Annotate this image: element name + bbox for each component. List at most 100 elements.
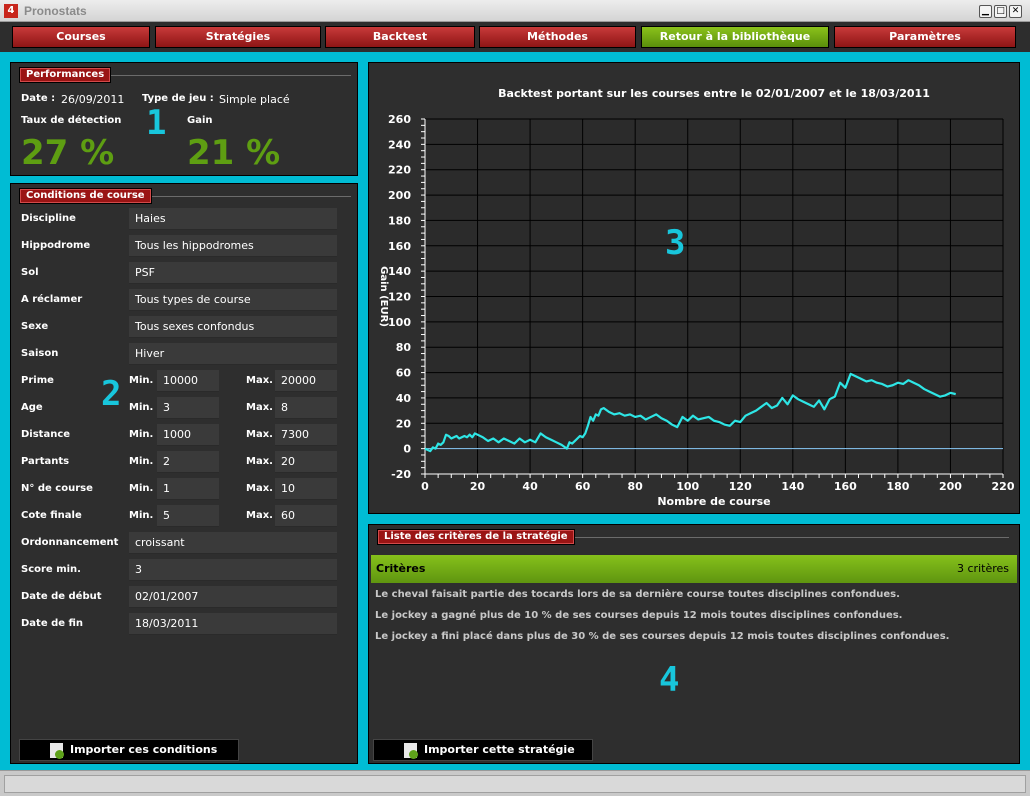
menu-retour-bibliotheque-button[interactable]: Retour à la bibliothèque <box>641 26 829 48</box>
y-axis-label: Gain (EUR) <box>378 266 389 327</box>
condition-field[interactable]: Tous les hippodromes <box>129 235 337 257</box>
performances-panel: Performances Date : 26/09/2011 Type de j… <box>10 62 358 176</box>
y-tick-label: 260 <box>388 113 411 126</box>
x-tick-label: 120 <box>729 480 752 493</box>
taux-detection-value: 27 % <box>21 133 115 173</box>
y-tick-label: 80 <box>396 341 412 354</box>
minimize-icon[interactable]: ▁ <box>979 5 992 18</box>
y-tick-label: -20 <box>391 468 411 481</box>
menu-strategies-button[interactable]: Stratégies <box>155 26 321 48</box>
import-icon <box>404 743 418 759</box>
x-tick-label: 200 <box>939 480 962 493</box>
critere-item: Le jockey a fini placé dans plus de 30 %… <box>375 631 950 642</box>
range-min-field[interactable]: 3 <box>157 397 219 419</box>
type-jeu-label: Type de jeu : <box>142 93 214 104</box>
condition-label: Hippodrome <box>21 240 91 251</box>
y-tick-label: 0 <box>403 443 411 456</box>
y-tick-label: 240 <box>388 138 411 151</box>
range-min-field[interactable]: 2 <box>157 451 219 473</box>
range-max-field[interactable]: 8 <box>275 397 337 419</box>
condition-label: Date de début <box>21 591 102 602</box>
range-label: Cote finale <box>21 510 82 521</box>
import-strategie-button[interactable]: Importer cette stratégie <box>373 739 593 761</box>
range-max-field[interactable]: 20 <box>275 451 337 473</box>
range-label: Age <box>21 402 43 413</box>
condition-label: Discipline <box>21 213 76 224</box>
criteres-count: 3 critères <box>957 562 1009 575</box>
critere-item: Le jockey a gagné plus de 10 % de ses co… <box>375 610 903 621</box>
range-label: Distance <box>21 429 71 440</box>
condition-field[interactable]: Haies <box>129 208 337 230</box>
import-strategie-label: Importer cette stratégie <box>424 743 575 756</box>
condition-field[interactable]: croissant <box>129 532 337 554</box>
annotation-marker-4: 4 <box>659 660 680 700</box>
taux-detection-label: Taux de détection <box>21 115 122 126</box>
condition-label: Sol <box>21 267 39 278</box>
max-label: Max. <box>246 456 273 467</box>
import-conditions-label: Importer ces conditions <box>70 743 218 756</box>
condition-label: Ordonnancement <box>21 537 119 548</box>
condition-field[interactable]: PSF <box>129 262 337 284</box>
condition-field[interactable]: 02/01/2007 <box>129 586 337 608</box>
type-jeu-value: Simple placé <box>219 93 290 106</box>
condition-field[interactable]: 3 <box>129 559 337 581</box>
min-label: Min. <box>129 456 154 467</box>
range-min-field[interactable]: 1000 <box>157 424 219 446</box>
menu-bar: Courses Stratégies Backtest Méthodes Ret… <box>0 22 1030 52</box>
chart-panel: -20 0 20 40 60 80 100 120 140 160 180 200 220 240 260 0… <box>368 62 1020 514</box>
conditions-panel: Conditions de course Discipline Haies Hipp… <box>10 183 358 764</box>
range-label: Partants <box>21 456 70 467</box>
y-tick-label: 40 <box>396 392 412 405</box>
critere-item: Le cheval faisait partie des tocards lor… <box>375 589 900 600</box>
range-min-field[interactable]: 5 <box>157 505 219 527</box>
menu-backtest-button[interactable]: Backtest <box>325 26 475 48</box>
x-tick-label: 20 <box>470 480 486 493</box>
range-max-field[interactable]: 7300 <box>275 424 337 446</box>
condition-field[interactable]: Tous sexes confondus <box>129 316 337 338</box>
menu-methodes-button[interactable]: Méthodes <box>479 26 636 48</box>
range-min-field[interactable]: 1 <box>157 478 219 500</box>
window-title: Pronostats <box>24 4 87 18</box>
condition-field[interactable]: Tous types de course <box>129 289 337 311</box>
conditions-legend: Conditions de course <box>19 188 152 204</box>
date-label: Date : <box>21 93 56 104</box>
max-label: Max. <box>246 402 273 413</box>
y-tick-label: 60 <box>396 367 412 380</box>
menu-courses-button[interactable]: Courses <box>12 26 150 48</box>
annotation-marker-1: 1 <box>146 103 167 143</box>
max-label: Max. <box>246 510 273 521</box>
x-tick-label: 80 <box>628 480 644 493</box>
y-tick-label: 180 <box>388 214 411 227</box>
import-conditions-button[interactable]: Importer ces conditions <box>19 739 239 761</box>
range-min-field[interactable]: 10000 <box>157 370 219 392</box>
y-tick-label: 100 <box>388 316 411 329</box>
import-icon <box>50 743 64 759</box>
app-logo-icon: 4 <box>4 4 18 18</box>
x-tick-label: 100 <box>676 480 699 493</box>
criteres-header-label: Critères <box>376 562 426 575</box>
maximize-icon[interactable]: □ <box>994 5 1007 18</box>
date-value: 26/09/2011 <box>61 93 125 106</box>
y-tick-label: 220 <box>388 164 411 177</box>
y-tick-label: 120 <box>388 291 411 304</box>
range-max-field[interactable]: 60 <box>275 505 337 527</box>
y-tick-label: 140 <box>388 265 411 278</box>
x-tick-label: 60 <box>575 480 591 493</box>
range-max-field[interactable]: 10 <box>275 478 337 500</box>
condition-field[interactable]: Hiver <box>129 343 337 365</box>
condition-label: Score min. <box>21 564 81 575</box>
condition-label: Date de fin <box>21 618 84 629</box>
main-area: Performances Date : 26/09/2011 Type de j… <box>0 52 1030 770</box>
annotation-marker-2: 2 <box>101 374 122 414</box>
range-max-field[interactable]: 20000 <box>275 370 337 392</box>
status-bar <box>0 770 1030 796</box>
min-label: Min. <box>129 429 154 440</box>
series-line <box>424 372 956 453</box>
gain-label: Gain <box>187 115 213 126</box>
menu-parametres-button[interactable]: Paramètres <box>834 26 1016 48</box>
range-label: N° de course <box>21 483 93 494</box>
close-icon[interactable]: ✕ <box>1009 5 1022 18</box>
condition-field[interactable]: 18/03/2011 <box>129 613 337 635</box>
status-field <box>4 775 1026 793</box>
min-label: Min. <box>129 402 154 413</box>
